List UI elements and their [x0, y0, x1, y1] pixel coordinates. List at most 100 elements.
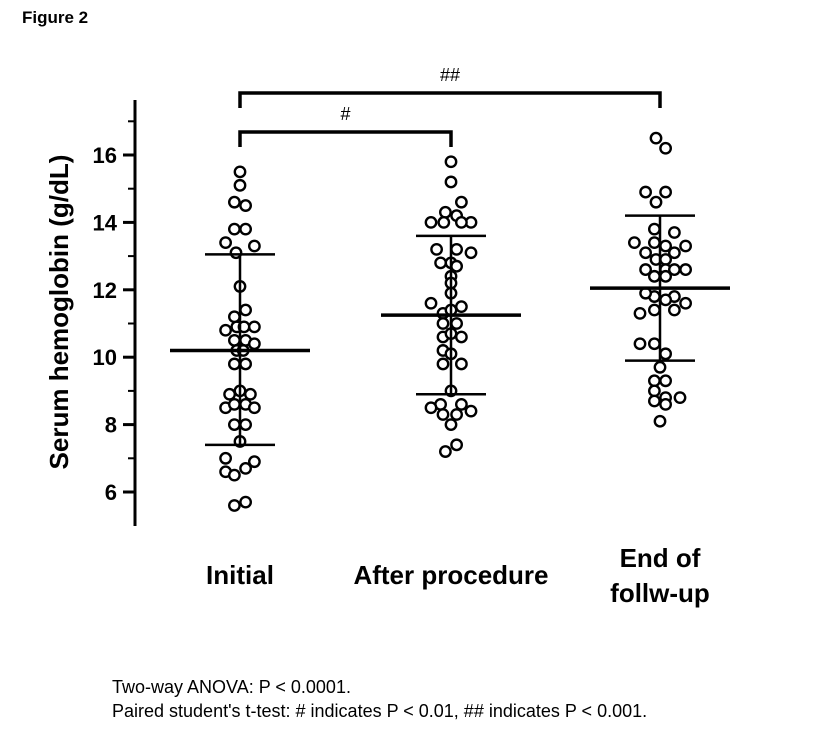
- footnote-anova: Two-way ANOVA: P < 0.0001.: [112, 677, 351, 697]
- data-point: [648, 303, 661, 317]
- data-point: [444, 155, 458, 169]
- data-point: [659, 253, 672, 266]
- data-point: [450, 242, 463, 256]
- y-tick-label: 8: [105, 413, 117, 438]
- data-point: [454, 330, 468, 344]
- y-tick-label: 14: [93, 210, 118, 235]
- data-point: [454, 397, 468, 411]
- y-tick-label: 10: [93, 345, 117, 370]
- data-point: [450, 438, 463, 452]
- data-point: [450, 259, 463, 273]
- data-point: [437, 215, 451, 229]
- significance-brackets: ###: [238, 65, 662, 147]
- data-point: [648, 222, 661, 236]
- data-point: [227, 222, 241, 236]
- data-point: [227, 333, 241, 347]
- group-label: After procedure: [353, 560, 548, 590]
- data-point: [219, 451, 233, 465]
- y-tick-label: 16: [93, 143, 117, 168]
- data-point: [247, 401, 261, 415]
- data-point: [247, 337, 261, 351]
- group-label: Initial: [206, 560, 274, 590]
- data-point: [648, 269, 661, 283]
- data-point: [436, 357, 450, 371]
- data-point: [233, 165, 247, 179]
- data-point: [424, 215, 438, 229]
- data-point: [633, 337, 647, 351]
- data-point: [648, 394, 661, 408]
- data-point: [247, 239, 261, 253]
- data-point: [653, 360, 667, 374]
- group-label: follw-up: [610, 578, 710, 608]
- data-point: [444, 175, 458, 189]
- data-point: [649, 195, 663, 209]
- data-point: [659, 347, 672, 361]
- y-tick-label: 6: [105, 480, 117, 505]
- data-point: [648, 384, 661, 398]
- data-point: [668, 303, 681, 317]
- data-point: [633, 306, 647, 320]
- data-point: [239, 418, 253, 431]
- data-point: [679, 239, 692, 253]
- data-point: [679, 296, 692, 310]
- data-point: [454, 195, 468, 209]
- data-point: [679, 263, 692, 276]
- data-point: [239, 357, 253, 371]
- data-point: [227, 310, 241, 324]
- group-label: End of: [620, 543, 701, 573]
- data-point: [233, 178, 247, 192]
- data-point: [668, 226, 681, 239]
- data-point: [648, 337, 661, 351]
- y-axis: 6 8 10 12 14 16: [93, 100, 137, 526]
- data-point: [653, 414, 667, 428]
- data-point: [659, 269, 672, 283]
- data-point: [223, 387, 237, 401]
- data-point: [628, 236, 641, 250]
- data-point: [659, 185, 672, 199]
- data-point: [450, 408, 463, 421]
- data-point: [639, 263, 652, 276]
- footnote-ttest: Paired student's t-test: # indicates P <…: [112, 701, 648, 721]
- data-point: [450, 317, 463, 330]
- data-point: [434, 256, 447, 270]
- data-point: [430, 242, 443, 256]
- data-point: [227, 195, 241, 209]
- data-points: [219, 131, 692, 512]
- data-point: [438, 205, 452, 219]
- data-point: [247, 455, 261, 469]
- data-point: [659, 397, 672, 411]
- data-point: [239, 199, 253, 212]
- data-point: [227, 499, 241, 512]
- y-tick-label: 12: [93, 278, 117, 303]
- data-point: [219, 236, 233, 250]
- data-point: [659, 374, 672, 388]
- data-point: [648, 374, 661, 388]
- data-point: [243, 387, 257, 401]
- data-point: [424, 401, 438, 415]
- data-point: [659, 293, 672, 307]
- data-point: [436, 408, 450, 421]
- data-point: [668, 246, 681, 260]
- data-point: [454, 215, 468, 229]
- data-point: [464, 404, 478, 418]
- significance-bracket: [238, 130, 453, 147]
- data-point: [227, 468, 241, 482]
- significance-label: #: [340, 104, 350, 124]
- data-point: [444, 418, 458, 431]
- data-point: [239, 222, 253, 236]
- data-point: [424, 296, 438, 310]
- data-point: [464, 246, 478, 260]
- significance-bracket: [238, 91, 662, 108]
- data-point: [227, 418, 241, 431]
- data-point: [219, 323, 233, 337]
- footnotes: Two-way ANOVA: P < 0.0001. Paired studen…: [112, 675, 647, 723]
- data-point: [673, 391, 687, 405]
- group-labels: Initial After procedure End of follw-up: [206, 543, 710, 608]
- data-point: [649, 131, 663, 145]
- data-point: [247, 320, 261, 334]
- data-point: [639, 185, 652, 199]
- data-point: [227, 397, 241, 411]
- mean-sd-bars: [170, 214, 730, 447]
- data-point: [454, 357, 468, 371]
